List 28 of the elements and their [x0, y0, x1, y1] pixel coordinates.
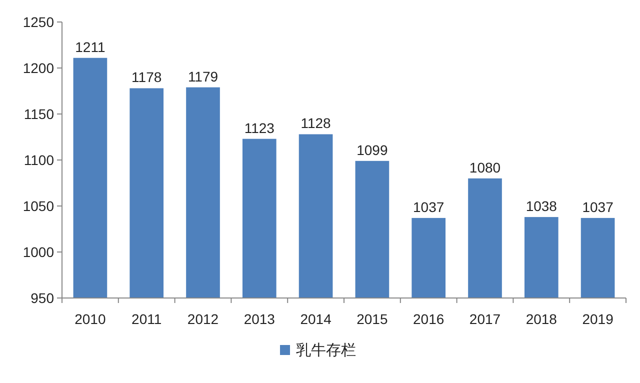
y-tick-label: 1000: [22, 244, 54, 260]
legend-label: 乳牛存栏: [296, 342, 356, 359]
data-label: 1211: [75, 38, 106, 55]
x-tick-label: 2014: [300, 311, 332, 327]
x-tick-label: 2011: [132, 311, 162, 327]
data-label: 1038: [526, 198, 558, 214]
y-tick-label: 1150: [24, 106, 54, 122]
data-label: 1037: [582, 198, 614, 215]
x-tick-label: 2019: [582, 311, 614, 327]
x-tick-label: 2012: [187, 311, 219, 327]
data-label: 1178: [132, 69, 162, 86]
x-tick-label: 2016: [413, 311, 444, 327]
y-tick-label: 950: [30, 290, 54, 306]
y-tick-label: 1200: [22, 60, 54, 76]
data-label: 1080: [469, 159, 501, 176]
y-tick-label: 1100: [24, 152, 54, 168]
data-label: 1123: [244, 120, 275, 136]
data-label: 1037: [413, 198, 444, 215]
data-label: 1179: [188, 68, 218, 84]
y-tick-label: 1250: [22, 14, 54, 30]
y-tick-label: 1050: [22, 198, 54, 214]
x-tick-label: 2015: [356, 311, 388, 327]
data-label: 1128: [300, 115, 332, 132]
x-tick-label: 2017: [469, 311, 501, 327]
data-label: 1099: [356, 142, 388, 158]
x-tick-label: 2010: [74, 311, 106, 327]
x-tick-label: 2018: [526, 311, 558, 327]
x-tick-label: 2013: [244, 311, 276, 327]
